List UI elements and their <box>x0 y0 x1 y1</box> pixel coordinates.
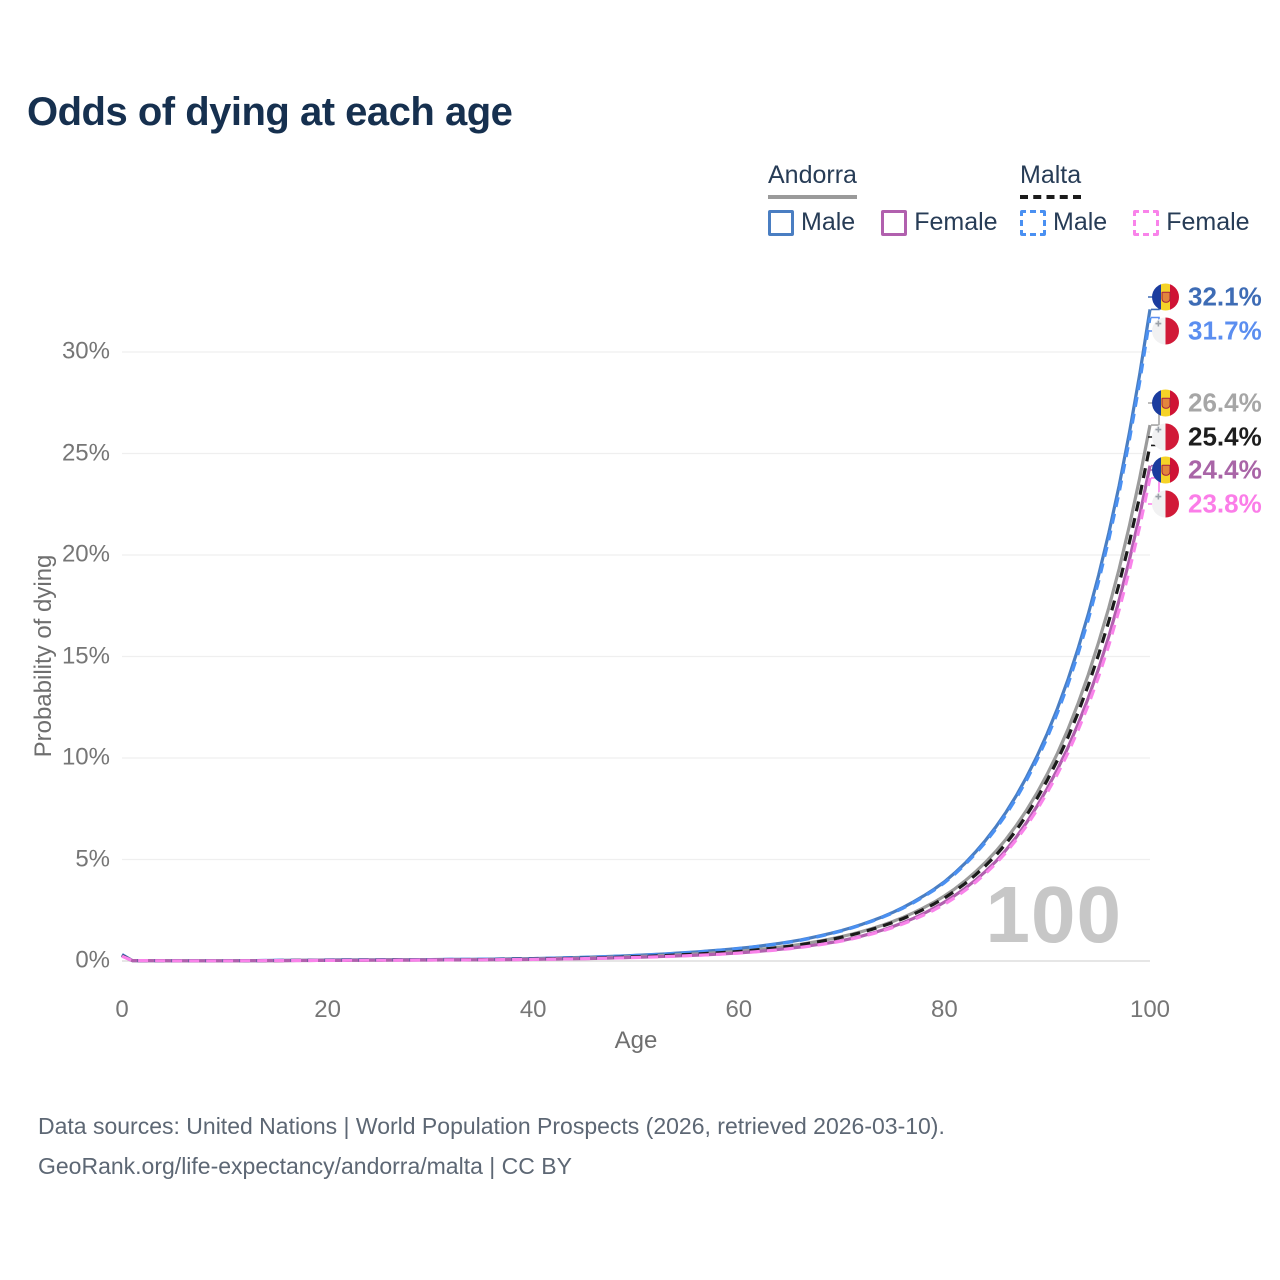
end-label-value: 31.7% <box>1188 315 1262 346</box>
malta-flag-icon <box>1152 317 1179 345</box>
malta-flag-icon <box>1152 423 1179 451</box>
legend-item-malta-female[interactable]: Female <box>1133 208 1250 237</box>
end-label-value: 25.4% <box>1188 421 1262 452</box>
y-tick-label-25: 25% <box>61 438 110 466</box>
y-tick-label-0: 0% <box>75 946 110 974</box>
legend-country-andorra[interactable]: Andorra <box>768 161 857 199</box>
end-label-andorra-both: 26.4% <box>1152 388 1262 419</box>
x-tick-label-0: 0 <box>115 996 129 1023</box>
andorra-flag-icon <box>1152 456 1179 484</box>
legend-item-andorra-female[interactable]: Female <box>881 208 998 237</box>
x-tick-label-40: 40 <box>519 996 547 1023</box>
end-label-malta-male: 31.7% <box>1152 316 1262 347</box>
footer: Data sources: United Nations | World Pop… <box>38 1106 945 1186</box>
y-tick-label-10: 10% <box>61 743 110 771</box>
legend-group-andorra: Andorra Male Female <box>768 161 998 237</box>
end-label-value: 24.4% <box>1188 454 1262 485</box>
line-malta-male[interactable] <box>121 317 1152 963</box>
footer-attribution-link[interactable]: GeoRank.org/life-expectancy/andorra/malt… <box>38 1153 572 1179</box>
line-malta-female[interactable] <box>121 477 1152 963</box>
end-label-malta-female: 23.8% <box>1152 489 1262 520</box>
end-label-andorra-female: 24.4% <box>1152 455 1262 486</box>
andorra-male-swatch-icon <box>768 209 794 236</box>
andorra-flag-icon <box>1152 283 1179 311</box>
y-axis-title: Probability of dying <box>30 554 57 758</box>
malta-female-swatch-icon <box>1133 209 1160 236</box>
footer-data-sources: Data sources: United Nations | World Pop… <box>38 1113 945 1139</box>
end-label-malta-both: 25.4% <box>1152 422 1262 453</box>
malta-flag-icon <box>1152 490 1179 518</box>
end-label-value: 26.4% <box>1188 387 1262 418</box>
x-tick-label-60: 60 <box>725 996 753 1023</box>
legend-country-malta[interactable]: Malta <box>1020 161 1082 199</box>
legend-item-andorra-male[interactable]: Male <box>768 208 855 237</box>
end-label-value: 23.8% <box>1188 488 1262 519</box>
legend-label-andorra-male: Male <box>801 208 856 236</box>
end-label-andorra-male: 32.1% <box>1152 282 1262 313</box>
legend-label-malta-male: Male <box>1053 208 1108 236</box>
legend-item-malta-male[interactable]: Male <box>1020 208 1107 237</box>
age-watermark: 100 <box>985 870 1122 959</box>
x-tick-label-80: 80 <box>931 996 958 1023</box>
x-axis-title: Age <box>614 1027 658 1054</box>
page-title: Odds of dying at each age <box>27 90 513 134</box>
legend-group-malta: Malta Male Female <box>1020 161 1250 237</box>
y-tick-label-20: 20% <box>61 540 110 568</box>
legend-label-malta-female: Female <box>1166 208 1250 236</box>
andorra-flag-icon <box>1152 389 1179 417</box>
y-tick-label-5: 5% <box>75 844 110 872</box>
malta-male-swatch-icon <box>1020 209 1046 236</box>
y-tick-label-30: 30% <box>61 337 110 365</box>
x-tick-label-20: 20 <box>314 996 341 1023</box>
legend-label-andorra-female: Female <box>914 208 998 236</box>
x-tick-label-100: 100 <box>1129 996 1171 1023</box>
andorra-female-swatch-icon <box>881 209 908 236</box>
y-tick-label-15: 15% <box>61 641 110 669</box>
end-label-value: 32.1% <box>1188 281 1262 312</box>
